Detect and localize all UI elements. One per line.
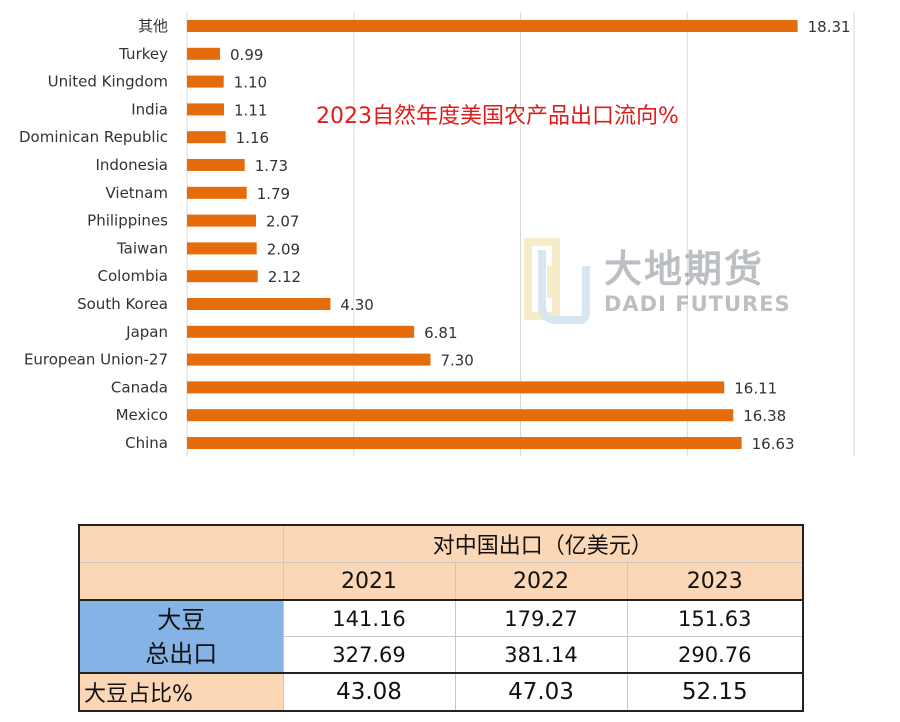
category-label: Dominican Republic [19,128,168,146]
bar [187,298,331,310]
bar [187,242,257,255]
bar [187,353,431,366]
table-header: 对中国出口（亿美元） [282,524,804,563]
value-label: 1.79 [257,185,290,203]
category-label: China [125,434,168,452]
value-label: 6.81 [424,324,457,342]
value-label: 1.16 [236,129,269,147]
value-label: 1.73 [255,157,288,175]
value-label: 18.31 [808,18,851,36]
year-2023: 2023 [626,562,804,601]
export-table-container: 对中国出口（亿美元） 2021 2022 2023 大豆 总出口 141.16 … [78,524,804,712]
table-corner-cell [78,562,284,601]
category-label: Japan [125,323,168,341]
ratio-2022: 47.03 [454,672,628,712]
value-label: 16.11 [734,379,777,397]
table-row-soy: 大豆 总出口 141.16 179.27 151.63 [78,599,804,674]
value-label: 2.09 [267,240,300,258]
total-2022: 381.14 [454,636,628,674]
category-label: European Union-27 [24,351,168,369]
bar [187,131,226,144]
category-labels: 其他 Turkey United Kingdom India Dominican Rep… [19,17,168,452]
value-labels: 18.31 0.99 1.10 1.11 1.16 1.73 1.79 2.07 2.09 2.1… [230,18,851,453]
bar [187,214,257,227]
dadi-logo-icon [524,238,590,324]
watermark: 大地期货 DADI FUTURES [520,236,800,326]
bar [187,75,224,88]
category-label: Philippines [87,212,168,230]
table-year-row: 2021 2022 2023 [78,562,804,601]
category-label: Taiwan [116,239,168,257]
ratio-label: 大豆占比% [78,672,284,712]
watermark-cn-text: 大地期货 [604,247,765,291]
category-label: United Kingdom [48,73,168,91]
category-label: Vietnam [105,184,168,202]
ratio-2021: 43.08 [282,672,456,712]
category-label: India [131,100,168,118]
export-table: 对中国出口（亿美元） 2021 2022 2023 大豆 总出口 141.16 … [78,524,804,712]
chart-title: 2023自然年度美国农产品出口流向% [316,104,679,129]
category-label: Mexico [116,406,168,424]
bar [187,159,245,171]
category-label: Colombia [98,267,169,285]
category-label: Canada [111,378,168,396]
bar [187,270,258,283]
soy-label: 大豆 [157,605,206,634]
value-label: 7.30 [440,352,473,370]
category-label: Turkey [118,45,168,63]
bar [187,437,742,449]
bar-chart: 其他 Turkey United Kingdom India Dominican Rep… [19,12,855,456]
table-row-total: 327.69 381.14 290.76 [79,636,804,674]
total-label: 总出口 [145,639,218,668]
category-label: Indonesia [95,156,168,174]
value-label: 1.10 [234,74,267,92]
soy-total-label-cell: 大豆 总出口 [78,599,284,674]
chart-bars [187,20,798,449]
soy-2023: 151.63 [626,599,804,637]
total-2023: 290.76 [626,636,804,674]
bar [187,186,247,199]
table-corner-cell [78,524,284,563]
ratio-2023: 52.15 [626,672,804,712]
bar [187,381,725,394]
soy-2021: 141.16 [282,599,456,637]
year-2021: 2021 [282,562,456,601]
value-label: 1.11 [234,101,267,119]
soy-2022: 179.27 [454,599,628,637]
value-label: 0.99 [230,46,263,64]
value-label: 16.38 [743,407,786,425]
value-label: 2.07 [266,213,299,231]
table-row-ratio: 大豆占比% 43.08 47.03 52.15 [78,672,804,712]
bar [187,409,734,422]
watermark-en-text: DADI FUTURES [604,292,791,316]
category-label: South Korea [77,295,168,313]
value-label: 2.12 [268,268,301,286]
table-header-row: 对中国出口（亿美元） [78,524,804,563]
bar [187,325,415,338]
value-label: 4.30 [340,296,373,314]
bar [187,103,225,116]
bar [187,47,221,60]
value-label: 16.63 [752,435,795,453]
category-label: 其他 [138,17,168,35]
year-2022: 2022 [454,562,628,601]
bar [187,20,798,32]
total-2021: 327.69 [282,636,456,674]
